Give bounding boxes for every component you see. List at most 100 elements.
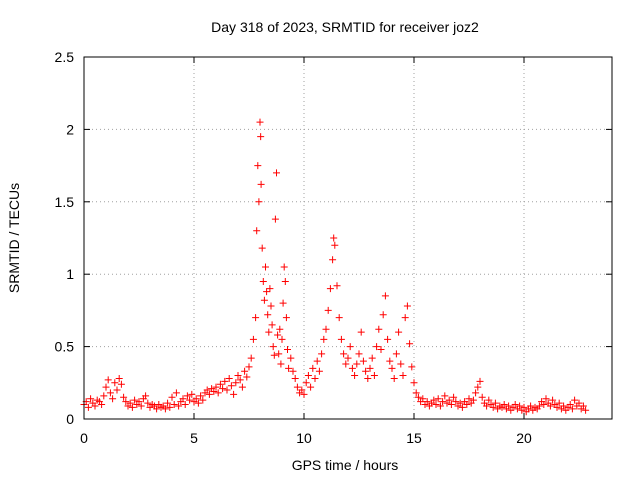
data-point [542,395,550,403]
data-point [353,360,361,368]
data-point [273,169,280,177]
data-point [359,357,367,365]
data-point [333,282,341,290]
data-point [216,380,224,388]
data-point [264,311,272,319]
data-point [249,335,257,343]
data-point [485,396,493,404]
data-point [309,364,317,372]
data-point [342,360,350,368]
data-point [205,390,213,398]
data-point [355,350,363,358]
data-point [430,396,438,404]
data-point [368,354,376,362]
data-point [137,402,145,410]
data-point [489,403,497,411]
data-point [113,386,121,394]
data-point [386,357,394,365]
data-point [111,379,119,387]
data-point [516,402,524,410]
data-point [260,296,268,304]
data-point [270,351,278,359]
data-point [230,390,238,398]
data-point [161,405,169,413]
data-point [84,403,92,411]
data-point [412,389,420,397]
data-point [326,285,334,293]
data-point [300,390,308,398]
data-point [285,364,293,372]
x-tick-label: 15 [406,430,422,446]
x-tick-label: 20 [516,430,532,446]
data-point [219,385,227,393]
y-tick-label: 1.5 [55,194,75,210]
x-axis-title: GPS time / hours [292,457,399,473]
data-point [269,343,277,351]
data-point [320,335,328,343]
data-point [266,285,274,293]
data-point [128,403,136,411]
data-point [491,399,499,407]
data-point [131,396,139,404]
data-point [568,405,576,413]
data-point [379,311,387,319]
data-point [278,335,286,343]
y-axis-title: SRMTID / TECUs [6,183,22,293]
data-point [172,389,180,397]
data-point [549,396,557,404]
data-point [271,215,279,223]
data-point [276,325,284,333]
data-point [175,402,183,410]
data-point [511,401,519,409]
data-point [298,386,306,394]
data-point [212,383,220,391]
data-point [390,374,398,382]
data-point [395,328,403,336]
data-point [330,234,338,242]
data-point [397,360,405,368]
data-point [258,244,266,252]
data-point [117,380,125,388]
data-point [370,372,378,380]
data-point [241,367,249,375]
y-tick-label: 0 [66,411,74,427]
data-point [463,401,471,409]
data-point [304,372,312,380]
data-point [109,395,117,403]
data-point [377,345,385,353]
data-point [234,372,242,380]
data-point [447,401,455,409]
data-point [311,374,319,382]
data-point [120,393,128,401]
data-point [252,314,260,322]
data-point [203,386,211,394]
data-point [307,383,315,391]
data-point [423,398,431,406]
data-point [267,302,275,310]
data-point [104,376,112,384]
data-point [166,403,174,411]
data-point [566,401,574,409]
data-point [381,292,389,300]
data-point [340,350,348,358]
data-point [279,299,287,307]
data-point [505,402,513,410]
data-point [135,398,143,406]
data-point [335,314,343,322]
data-point [337,335,345,343]
data-point [268,321,276,329]
chart-title: Day 318 of 2023, SRMTID for receiver joz… [211,19,479,35]
data-point [571,396,579,404]
data-point [183,392,191,400]
data-point [465,395,473,403]
data-point [87,395,95,403]
data-point [384,335,392,343]
data-point [419,395,427,403]
data-point [331,241,339,249]
data-point [436,402,444,410]
data-point [478,393,486,401]
data-point [210,387,218,395]
data-point [441,392,449,400]
